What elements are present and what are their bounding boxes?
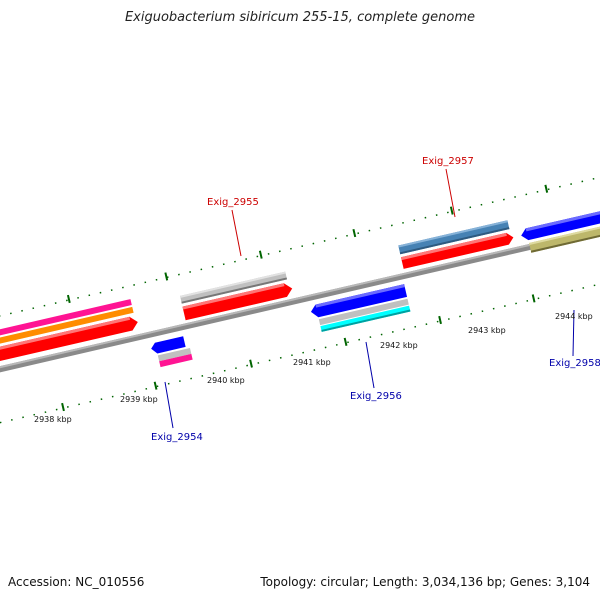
gene-left-magenta[interactable]: [0, 299, 132, 345]
gene-exig-2956-rrna[interactable]: [318, 298, 409, 326]
gene-left-red[interactable]: [0, 315, 139, 369]
label-leader-lines: [164, 168, 575, 429]
map-title: Exiguobacterium sibiricum 255-15, comple…: [124, 10, 476, 25]
accession-text: Accession: NC_010556: [8, 575, 145, 589]
gene-exig-2956[interactable]: [310, 284, 408, 318]
gene-exig-2957[interactable]: [400, 232, 515, 269]
gene-exig-2956-cyan[interactable]: [320, 305, 411, 332]
tick-label-2940: 2940 kbp: [207, 376, 245, 385]
gene-left-orange[interactable]: [0, 306, 134, 353]
gene-exig-2955[interactable]: [182, 282, 293, 321]
gene-exig-2958[interactable]: [520, 207, 600, 241]
gene-exig-2954[interactable]: [150, 336, 186, 354]
lower-major-ticks: [61, 294, 536, 412]
label-exig-2955[interactable]: Exig_2955: [207, 197, 259, 208]
gene-exig-2954-magenta[interactable]: [159, 353, 193, 368]
gene-labels: Exig_2955 Exig_2957 Exig_2954 Exig_2956 …: [151, 156, 600, 443]
tick-label-2938: 2938 kbp: [34, 415, 72, 424]
tick-label-2943: 2943 kbp: [468, 326, 506, 335]
genome-backbone: [0, 222, 600, 378]
gene-exig-2957-steelblue[interactable]: [398, 220, 510, 255]
tick-label-2942: 2942 kbp: [380, 341, 418, 350]
tick-labels: 2938 kbp 2939 kbp 2940 kbp 2941 kbp 2942…: [34, 312, 593, 424]
gene-exig-2954-rrna[interactable]: [157, 347, 192, 362]
label-exig-2954[interactable]: Exig_2954: [151, 432, 203, 443]
label-exig-2956[interactable]: Exig_2956: [350, 391, 402, 402]
tick-label-2941: 2941 kbp: [293, 358, 331, 367]
tick-label-2939: 2939 kbp: [120, 395, 158, 404]
gene-exig-2955-rrna[interactable]: [179, 271, 288, 304]
upper-major-ticks: [66, 184, 549, 304]
label-exig-2958[interactable]: Exig_2958: [549, 358, 600, 369]
label-exig-2957[interactable]: Exig_2957: [422, 156, 474, 167]
genome-summary-text: Topology: circular; Length: 3,034,136 bp…: [260, 575, 590, 589]
tick-label-2944: 2944 kbp: [555, 312, 593, 321]
